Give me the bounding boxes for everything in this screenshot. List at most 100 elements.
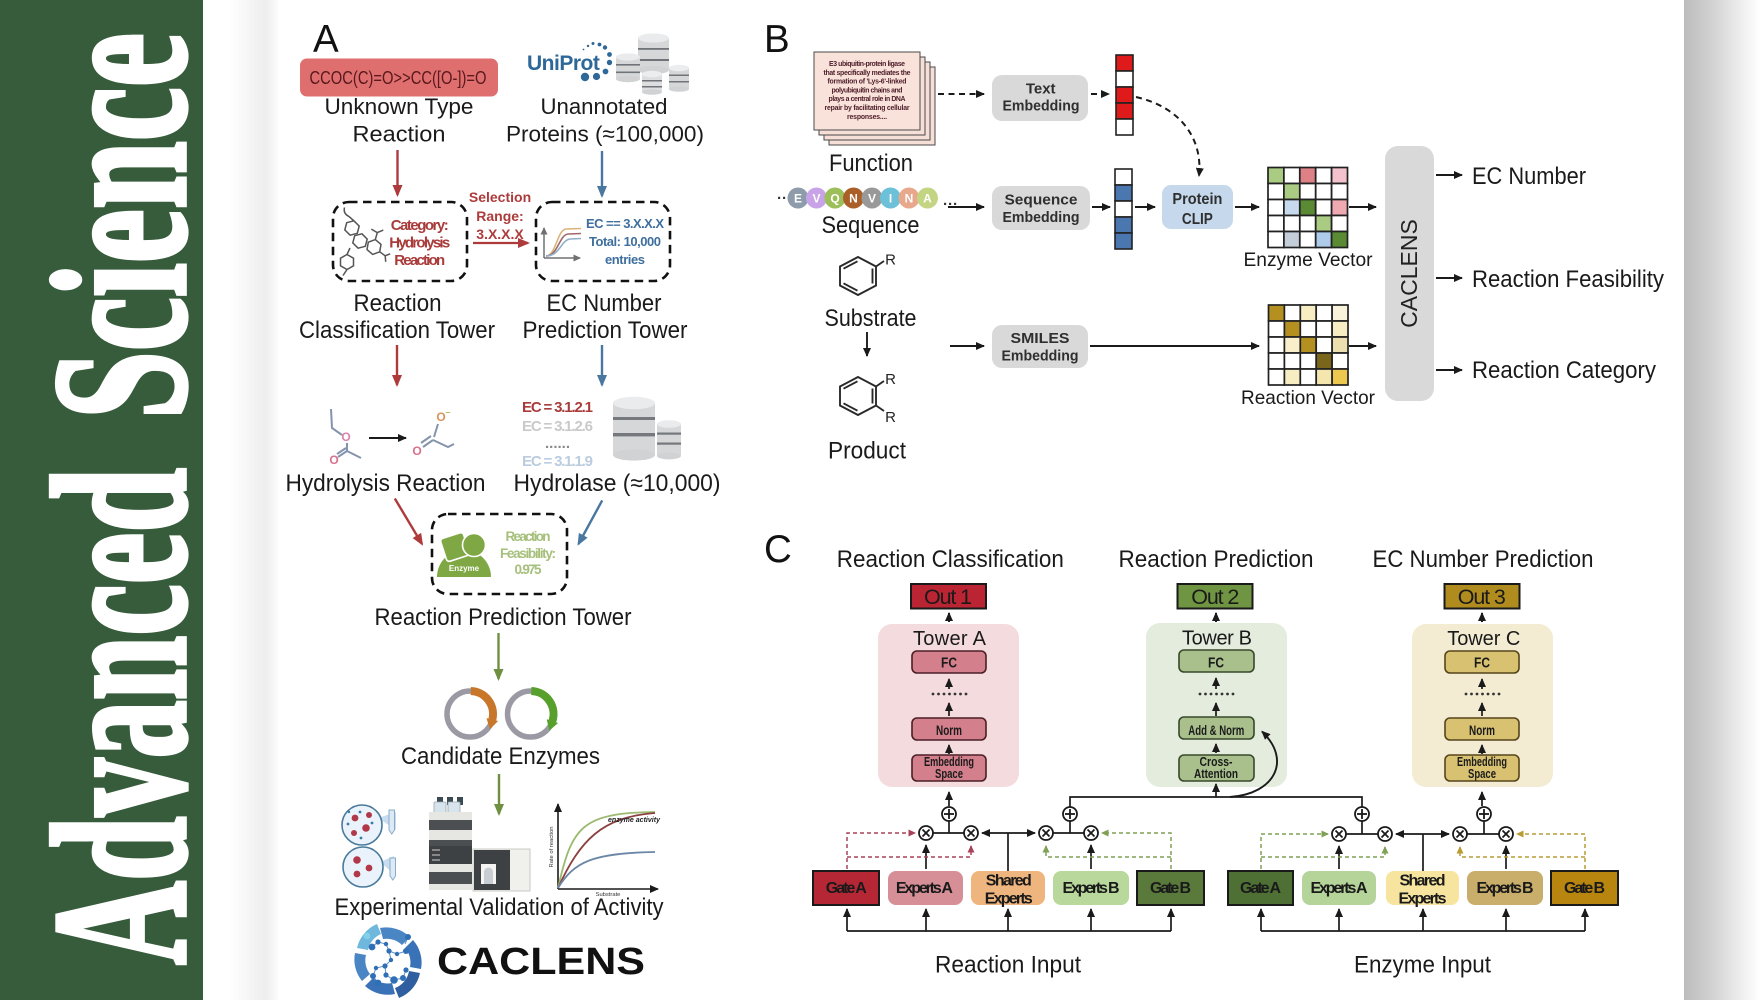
svg-text:EC = 3.1.2.6: EC = 3.1.2.6 (522, 418, 593, 435)
svg-text:Experts: Experts (985, 891, 1033, 908)
svg-text:Q: Q (830, 192, 839, 206)
svg-text:FC: FC (941, 656, 957, 672)
svg-text:EC Number: EC Number (1472, 163, 1586, 190)
svg-text:Tower B: Tower B (1182, 628, 1252, 650)
svg-text:A: A (923, 192, 932, 206)
svg-text:···: ··· (943, 196, 958, 213)
svg-text:Embedding: Embedding (1003, 98, 1080, 115)
svg-text:Feasibility:: Feasibility: (500, 546, 556, 561)
svg-text:CCOC(C)=O>>CC([O-])=O: CCOC(C)=O>>CC([O-])=O (310, 68, 487, 88)
svg-text:Substrate: Substrate (596, 892, 621, 898)
svg-text:Reaction Feasibility: Reaction Feasibility (1472, 266, 1664, 293)
svg-text:enzyme activity: enzyme activity (608, 815, 661, 824)
svg-text:R: R (885, 409, 896, 426)
svg-text:EC Number Prediction: EC Number Prediction (1373, 546, 1594, 573)
svg-text:R: R (885, 252, 896, 269)
svg-text:Range:: Range: (476, 208, 523, 224)
svg-text:I: I (889, 192, 892, 206)
svg-text:R: R (885, 371, 896, 388)
svg-text:Reaction Prediction: Reaction Prediction (1119, 546, 1314, 573)
svg-text:O: O (436, 410, 445, 424)
svg-text:Experimental Validation of Act: Experimental Validation of Activity (335, 894, 664, 921)
svg-text:Substrate: Substrate (825, 305, 917, 332)
svg-text:Experts A: Experts A (896, 880, 953, 897)
svg-text:N: N (905, 192, 914, 206)
svg-text:Tower C: Tower C (1447, 628, 1520, 650)
svg-text:Advanced: Advanced (13, 468, 226, 965)
svg-text:3.X.X.X: 3.X.X.X (476, 226, 524, 242)
svg-text:Product: Product (828, 438, 906, 465)
svg-text:Gate A: Gate A (826, 880, 867, 897)
svg-text:that specifically mediates the: that specifically mediates the (824, 70, 911, 77)
svg-text:entries: entries (605, 252, 645, 267)
svg-text:V: V (812, 192, 820, 206)
svg-text:Protein: Protein (1172, 191, 1222, 208)
svg-text:E: E (794, 192, 802, 206)
svg-text:EC = 3.1.1.9: EC = 3.1.1.9 (522, 453, 593, 470)
svg-text:Embedding: Embedding (1002, 348, 1079, 365)
svg-text:Prediction Tower: Prediction Tower (523, 317, 688, 344)
svg-text:Sequence: Sequence (1005, 192, 1078, 209)
svg-text:B: B (764, 18, 790, 61)
svg-text:Enzyme Vector: Enzyme Vector (1244, 249, 1373, 271)
svg-text:Reaction: Reaction (353, 122, 446, 147)
svg-text:Norm: Norm (936, 722, 962, 738)
svg-text:Category:: Category: (391, 217, 449, 234)
svg-text:O: O (412, 444, 421, 458)
svg-text:CACLENS: CACLENS (437, 941, 645, 983)
svg-text:Selection: Selection (469, 189, 531, 205)
svg-text:Enzyme: Enzyme (449, 564, 480, 573)
svg-text:SMILES: SMILES (1011, 330, 1070, 347)
svg-text:Out 2: Out 2 (1191, 585, 1239, 609)
svg-text:EC = 3.1.2.1: EC = 3.1.2.1 (522, 399, 593, 416)
svg-text:C: C (764, 528, 792, 571)
svg-text:repair by facilitating cellula: repair by facilitating cellular (825, 105, 910, 112)
svg-text:A: A (313, 18, 339, 61)
svg-text:Out 1: Out 1 (924, 585, 972, 609)
svg-text:O: O (329, 453, 338, 467)
svg-text:Attention: Attention (1194, 767, 1238, 781)
svg-text:......: ...... (545, 435, 570, 452)
svg-text:Science: Science (13, 33, 226, 419)
svg-text:EC Number: EC Number (547, 290, 662, 317)
svg-text:Function: Function (829, 150, 913, 177)
svg-text:Hydrolysis: Hydrolysis (389, 235, 450, 252)
svg-text:Experts: Experts (1399, 891, 1447, 908)
svg-text:Add & Norm: Add & Norm (1188, 723, 1244, 738)
svg-text:Reaction: Reaction (506, 529, 551, 544)
svg-text:Reaction Input: Reaction Input (935, 952, 1081, 979)
svg-text:E3 ubiquitin-protein ligase: E3 ubiquitin-protein ligase (829, 61, 905, 68)
svg-text:Space: Space (1468, 767, 1496, 781)
svg-text:FC: FC (1474, 656, 1490, 672)
svg-text:Text: Text (1026, 81, 1056, 98)
svg-text:V: V (868, 192, 876, 206)
svg-text:Gate A: Gate A (1240, 880, 1281, 897)
svg-text:Classification Tower: Classification Tower (299, 317, 495, 344)
svg-text:O: O (341, 430, 350, 444)
svg-text:Experts B: Experts B (1477, 880, 1534, 897)
svg-text:Gate B: Gate B (1150, 880, 1191, 897)
svg-text:plays a central role in DNA: plays a central role in DNA (829, 96, 906, 103)
svg-text:Norm: Norm (1469, 722, 1495, 738)
svg-text:–: – (445, 407, 450, 417)
svg-text:0.975: 0.975 (515, 562, 542, 577)
svg-text:Reaction Classification: Reaction Classification (837, 546, 1064, 573)
svg-text:Proteins (≈100,000): Proteins (≈100,000) (506, 122, 704, 147)
svg-text:Space: Space (935, 767, 963, 781)
svg-text:Gate B: Gate B (1564, 880, 1605, 897)
svg-text:Sequence: Sequence (822, 212, 920, 239)
svg-text:responses....: responses.... (847, 114, 887, 121)
svg-text:Enzyme Input: Enzyme Input (1354, 952, 1491, 979)
svg-text:FC: FC (1208, 656, 1224, 672)
svg-text:formation of 'Lys-6'-linked: formation of 'Lys-6'-linked (828, 79, 907, 86)
svg-text:Total: 10,000: Total: 10,000 (589, 234, 661, 249)
svg-text:Out 3: Out 3 (1458, 585, 1506, 609)
svg-text:Tower A: Tower A (913, 628, 987, 650)
svg-text:N: N (849, 192, 858, 206)
svg-text:CLIP: CLIP (1182, 211, 1213, 228)
svg-text:Cross-: Cross- (1200, 755, 1233, 769)
svg-text:CACLENS: CACLENS (1396, 219, 1422, 328)
svg-text:Shared: Shared (986, 873, 1032, 890)
svg-text:Embedding: Embedding (1003, 209, 1080, 226)
svg-text:Unknown Type: Unknown Type (325, 94, 474, 119)
